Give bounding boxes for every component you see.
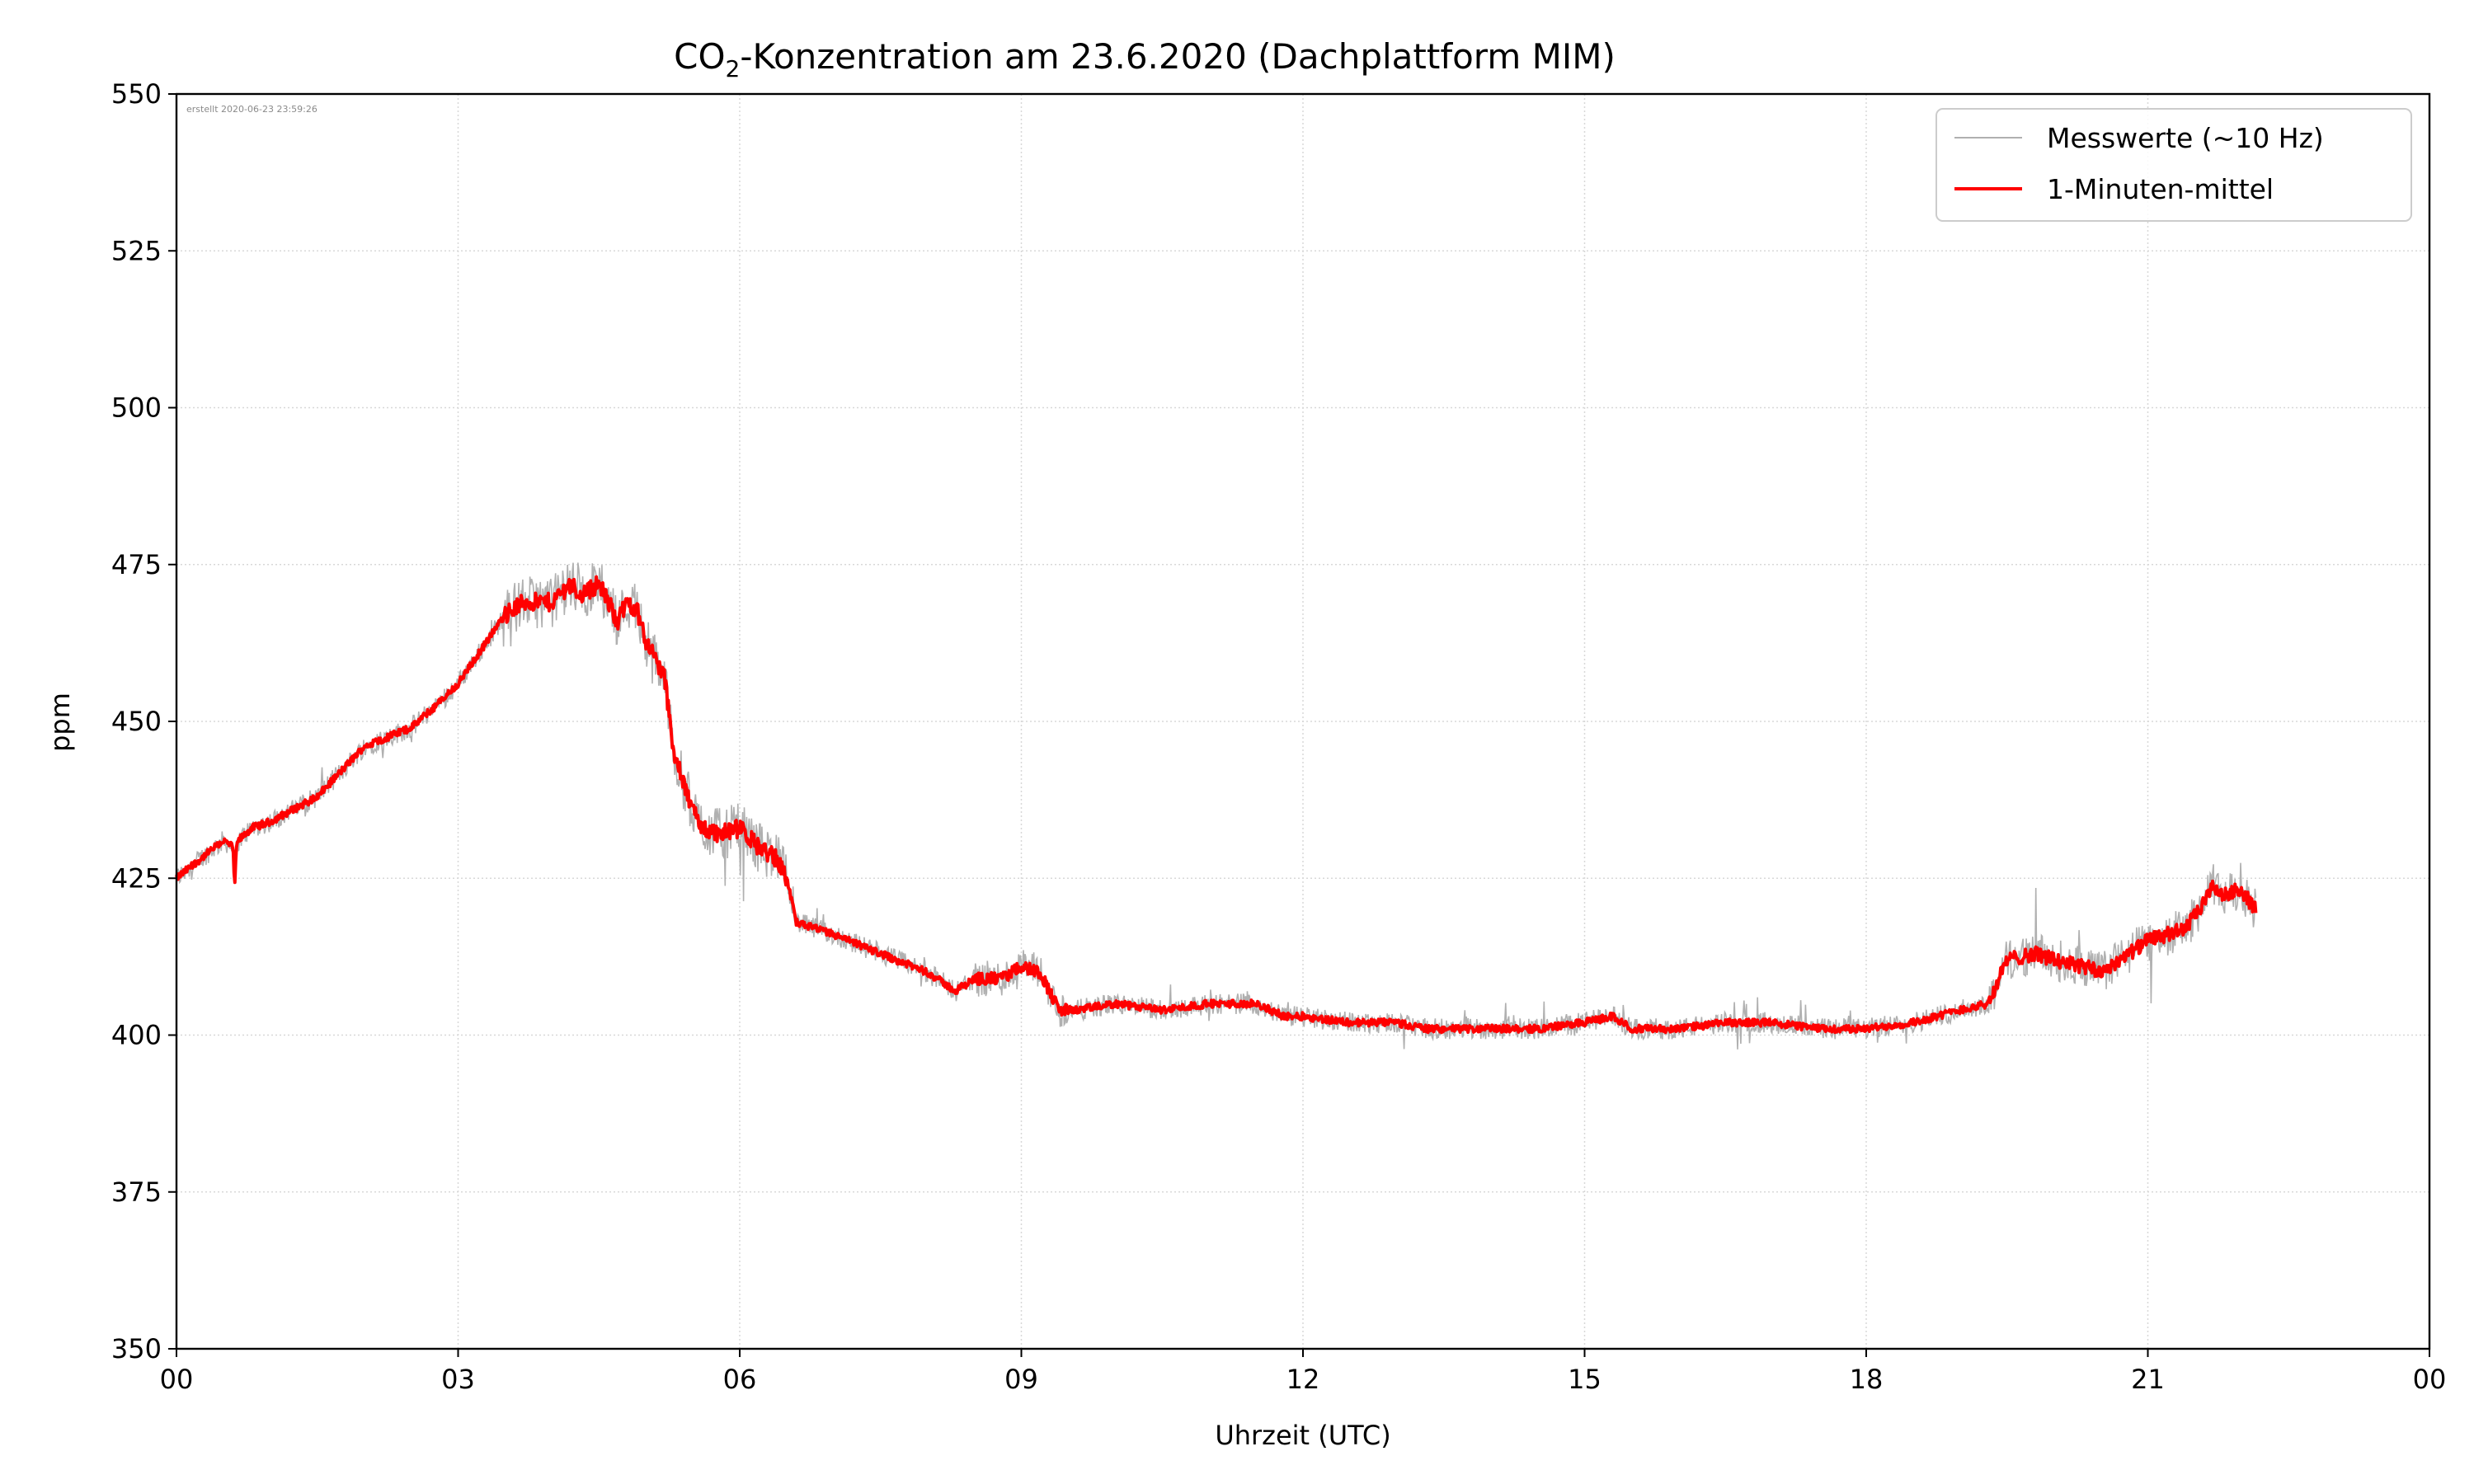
x-tick-label: 15 — [1568, 1364, 1602, 1395]
legend-label-mean: 1-Minuten-mittel — [2047, 173, 2274, 205]
y-axis-label: ppm — [45, 693, 76, 752]
chart-title: CO2-Konzentration am 23.6.2020 (Dachplat… — [674, 36, 1616, 82]
x-axis-label: Uhrzeit (UTC) — [1215, 1420, 1390, 1451]
y-tick-label: 450 — [111, 706, 162, 737]
mean-line — [175, 575, 2258, 1035]
legend-label-raw: Messwerte (~10 Hz) — [2047, 122, 2324, 154]
x-tick-label: 00 — [2413, 1364, 2447, 1395]
y-tick-label: 500 — [111, 392, 162, 424]
x-tick-label: 03 — [441, 1364, 475, 1395]
x-tick-label: 18 — [1850, 1364, 1884, 1395]
y-axis: 350 375 400 425 450 475 500 525 550 — [111, 78, 176, 1364]
x-axis: 00 03 06 09 12 15 18 21 00 — [160, 1349, 2447, 1395]
y-tick-label: 400 — [111, 1020, 162, 1051]
grid — [176, 94, 2429, 1349]
y-tick-label: 475 — [111, 549, 162, 580]
y-tick-label: 550 — [111, 78, 162, 110]
x-tick-label: 21 — [2131, 1364, 2165, 1395]
mean-series — [175, 575, 2258, 1035]
x-tick-label: 06 — [723, 1364, 757, 1395]
x-tick-label: 09 — [1004, 1364, 1038, 1395]
legend-box — [1935, 108, 2412, 222]
legend: Messwerte (~10 Hz) 1-Minuten-mittel — [1935, 108, 2412, 222]
y-tick-label: 375 — [111, 1176, 162, 1208]
x-tick-label: 12 — [1286, 1364, 1320, 1395]
created-timestamp: erstellt 2020-06-23 23:59:26 — [186, 104, 317, 115]
y-tick-label: 350 — [111, 1333, 162, 1364]
x-tick-label: 00 — [160, 1364, 194, 1395]
y-tick-label: 525 — [111, 235, 162, 266]
y-tick-label: 425 — [111, 862, 162, 894]
